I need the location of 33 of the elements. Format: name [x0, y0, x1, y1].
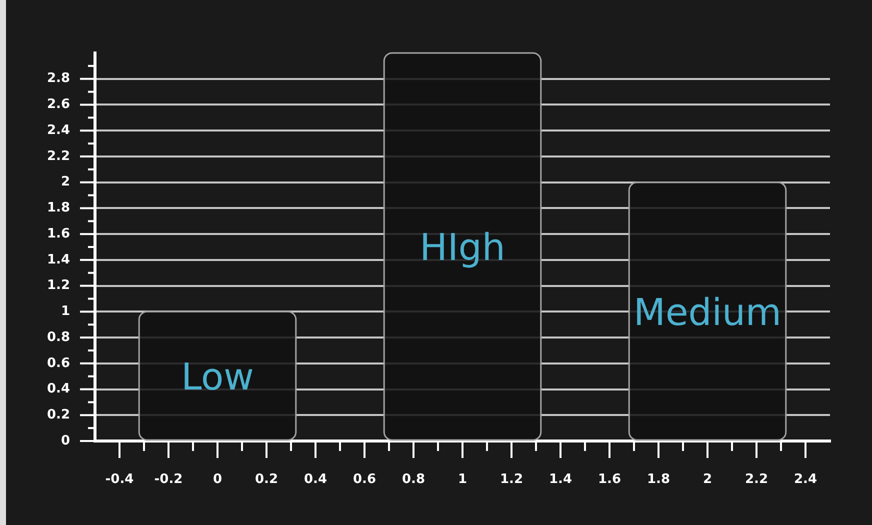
y-tick-label: 0.4 [46, 382, 70, 397]
y-tick-label: 2.4 [46, 122, 70, 138]
y-tick-label: 0.2 [46, 408, 70, 423]
data-label: HIgh [420, 226, 506, 270]
y-tick-label: 0 [60, 433, 70, 448]
x-tick-label: 2.2 [744, 472, 768, 488]
x-tick-label: 0.6 [352, 472, 376, 488]
x-tick-label: 1.8 [646, 472, 670, 488]
y-tick-label: 1 [60, 304, 70, 320]
y-tick-label: 2.6 [46, 97, 70, 112]
y-tick-label: 1.8 [46, 200, 70, 216]
x-tick-label: 0 [212, 472, 222, 488]
y-tick-label: 2.8 [46, 71, 70, 86]
x-tick-label: -0.2 [154, 472, 183, 488]
x-tick-label: 0.8 [402, 472, 426, 488]
x-tick-label: 2 [702, 472, 712, 488]
y-tick-label: 2 [60, 174, 70, 190]
x-tick-label: 2.4 [794, 472, 818, 488]
x-tick-label: 1.4 [548, 472, 572, 488]
y-tick-label: 1.6 [46, 226, 70, 242]
y-tick-label: 0.6 [46, 356, 70, 371]
y-tick-label: 0.8 [46, 330, 70, 345]
data-label: Medium [634, 290, 782, 334]
data-label: Low [181, 355, 254, 398]
x-tick-label: 1.6 [598, 472, 622, 488]
y-tick-label: 1.4 [46, 252, 70, 268]
y-tick-label: 1.2 [46, 278, 70, 294]
x-tick-label: 0.2 [254, 472, 278, 488]
x-tick-label: 0.4 [304, 472, 328, 488]
y-tick-label: 2.2 [46, 148, 70, 164]
x-tick-label: 1 [458, 472, 468, 488]
x-tick-label: 1.2 [500, 472, 524, 488]
x-tick-label: -0.4 [105, 472, 134, 488]
